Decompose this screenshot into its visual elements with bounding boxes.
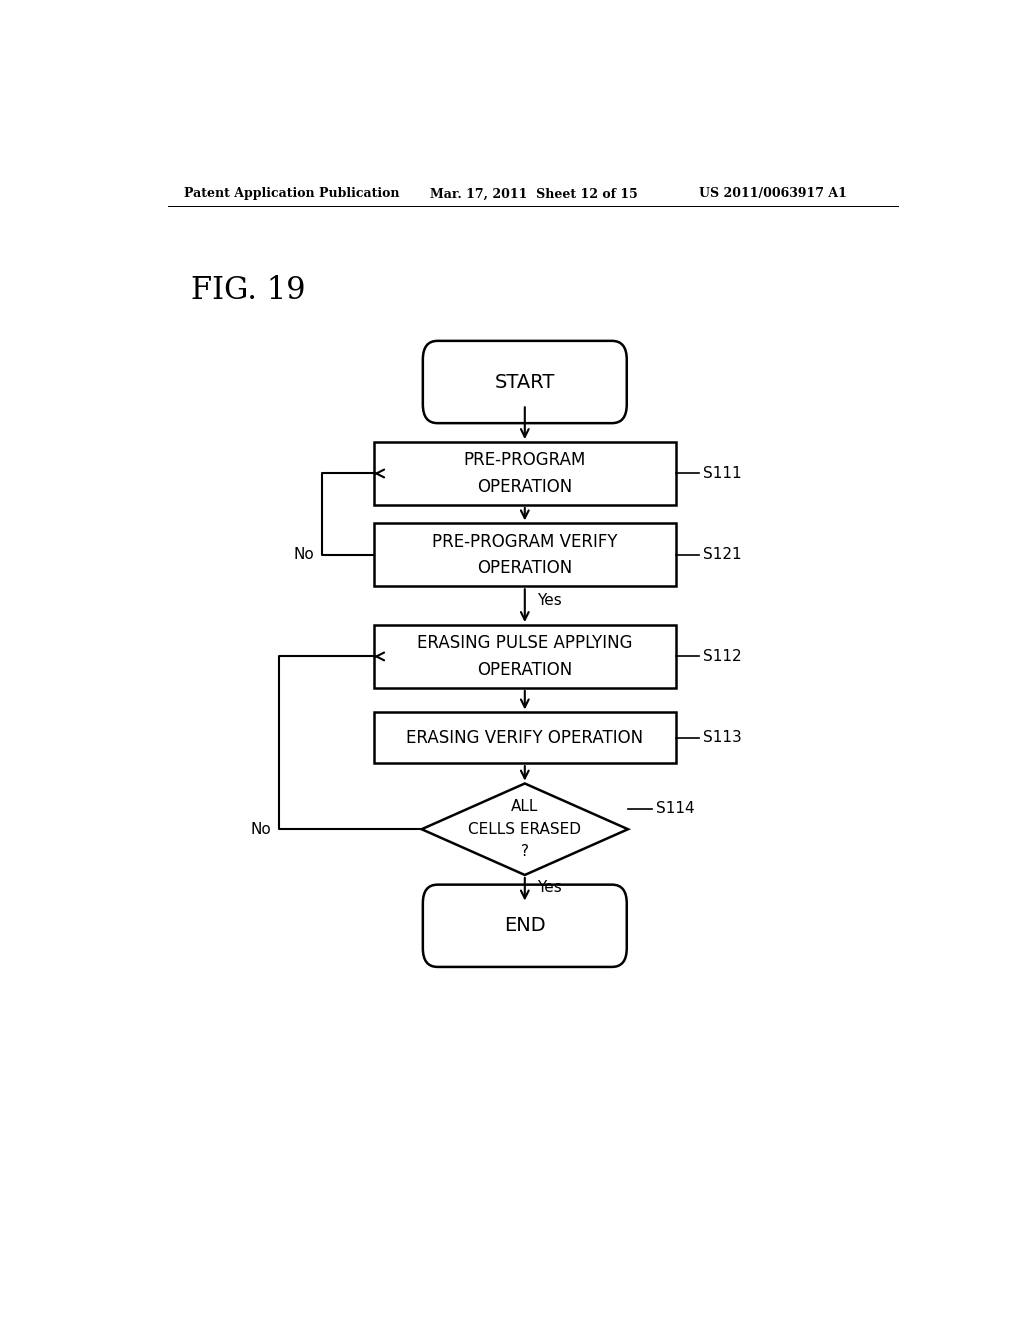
Text: END: END (504, 916, 546, 936)
Text: OPERATION: OPERATION (477, 478, 572, 496)
Text: S112: S112 (703, 649, 742, 664)
Bar (374, 523, 676, 586)
Text: ?: ? (521, 843, 528, 859)
Text: S121: S121 (703, 548, 742, 562)
Text: Patent Application Publication: Patent Application Publication (183, 187, 399, 201)
Text: ALL: ALL (511, 800, 539, 814)
Text: Yes: Yes (537, 879, 561, 895)
Bar (374, 624, 676, 688)
Text: Mar. 17, 2011  Sheet 12 of 15: Mar. 17, 2011 Sheet 12 of 15 (430, 187, 637, 201)
Text: OPERATION: OPERATION (477, 558, 572, 577)
Text: FIG. 19: FIG. 19 (191, 275, 306, 306)
FancyBboxPatch shape (423, 884, 627, 968)
Text: US 2011/0063917 A1: US 2011/0063917 A1 (699, 187, 847, 201)
Text: S111: S111 (703, 466, 742, 480)
Text: S114: S114 (655, 801, 694, 816)
Text: PRE-PROGRAM VERIFY: PRE-PROGRAM VERIFY (432, 532, 617, 550)
Polygon shape (422, 784, 628, 875)
Text: ERASING PULSE APPLYING: ERASING PULSE APPLYING (417, 634, 633, 652)
Text: No: No (250, 822, 270, 837)
Bar (374, 713, 676, 763)
Text: Yes: Yes (537, 593, 561, 609)
Text: PRE-PROGRAM: PRE-PROGRAM (464, 451, 586, 470)
Text: No: No (294, 548, 314, 562)
Text: CELLS ERASED: CELLS ERASED (468, 822, 582, 837)
Text: ERASING VERIFY OPERATION: ERASING VERIFY OPERATION (407, 729, 643, 747)
Text: S113: S113 (703, 730, 742, 746)
Text: OPERATION: OPERATION (477, 660, 572, 678)
Bar (374, 442, 676, 506)
Text: START: START (495, 372, 555, 392)
FancyBboxPatch shape (423, 341, 627, 424)
